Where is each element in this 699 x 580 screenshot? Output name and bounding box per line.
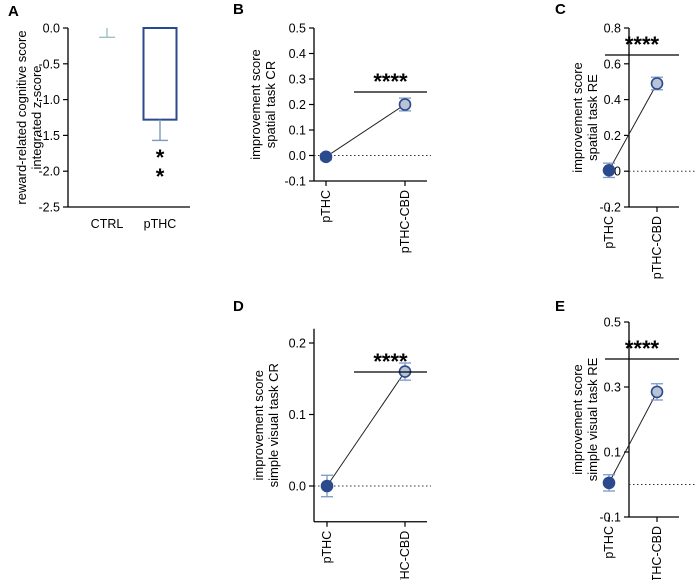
y-axis-label: simple visual task CR [266, 363, 281, 487]
series-line [608, 391, 658, 484]
y-axis-label: improvement score [570, 62, 585, 173]
y-axis-label: improvement score [248, 49, 263, 160]
y-axis-label: spatial task CR [263, 61, 278, 148]
y-tick-label: 0.4 [604, 93, 621, 107]
y-axis-label: integrated z-score [29, 65, 44, 169]
x-tick-label: pTHC [602, 526, 616, 559]
y-axis-label: improvement score [251, 370, 266, 481]
significance-marker: **** [373, 349, 408, 374]
y-tick-label: -0.1 [284, 175, 306, 189]
y-tick-label: -2.0 [38, 165, 60, 179]
y-tick-label: 0.2 [289, 98, 306, 112]
panel-letter: E [555, 298, 565, 315]
x-tick-label: pTHC-CBD [650, 526, 664, 580]
panel-e: E 0.5 0.3 0.1 -0.1 improvement score simple vi… [555, 298, 697, 580]
x-tick-label: pTHC [319, 190, 333, 223]
y-axis-label: simple visual task RE [585, 357, 600, 481]
y-tick-label: -2.5 [38, 201, 60, 215]
data-point-pthc [319, 150, 333, 164]
significance-marker: **** [625, 336, 660, 361]
y-tick-label: 0.5 [289, 22, 306, 36]
data-point-pthc-cbd [398, 98, 412, 111]
panel-d: D 0.2 0.1 0.0 improvement score simple visual… [233, 298, 431, 580]
y-tick-label: 0.1 [289, 124, 306, 138]
x-tick-label: pTHC [320, 531, 334, 564]
significance-marker: **** [625, 32, 660, 57]
y-tick-label: -0.1 [599, 511, 621, 525]
x-tick-label: pTHC-CBD [398, 531, 412, 580]
data-point-pthc [320, 479, 334, 493]
series-line [326, 371, 406, 487]
y-tick-label: 0.0 [289, 480, 306, 494]
x-tick-label: pTHC [144, 217, 177, 231]
y-tick-label: 0.2 [604, 129, 621, 143]
panel-a: A 0.0 -0.5 -1.0 -1.5 -2.0 -2.5 reward-related c… [8, 3, 190, 231]
y-axis-label: improvement score [570, 364, 585, 475]
series-line [325, 104, 406, 158]
y-tick-label: -0.5 [38, 57, 60, 71]
y-tick-label: 0.1 [289, 408, 306, 422]
significance-marker: **** [373, 69, 408, 94]
y-axis-label: spatial task RE [585, 74, 600, 161]
data-point-pthc [602, 164, 616, 177]
data-point-pthc-cbd [650, 385, 664, 399]
y-tick-label: 0.1 [604, 446, 621, 460]
y-tick-label: 0.3 [289, 73, 306, 87]
y-tick-label: 0.8 [604, 22, 621, 36]
bar-pthc [142, 27, 178, 121]
data-point-pthc [602, 476, 616, 490]
y-tick-label: 0.0 [43, 22, 60, 36]
series-line [608, 83, 658, 171]
panel-letter: D [233, 298, 244, 315]
y-axis-label: reward-related cognitive score [14, 30, 29, 204]
x-tick-label: pTHC [602, 216, 616, 249]
y-tick-label: -0.2 [599, 201, 621, 215]
y-tick-label: 0.3 [604, 381, 621, 395]
significance-marker: * [156, 164, 165, 189]
panel-b: B 0.5 0.4 0.3 0.2 0.1 0.0 -0.1 improvement score… [233, 1, 431, 253]
y-tick-label: -1.5 [38, 129, 60, 143]
y-tick-label: -1.0 [38, 93, 60, 107]
x-tick-label: CTRL [91, 217, 124, 231]
y-tick-label: 0.4 [289, 47, 306, 61]
y-tick-label: 0.2 [289, 337, 306, 351]
panel-letter: B [233, 1, 244, 18]
y-tick-label: 0.5 [604, 316, 621, 330]
y-tick-label: 0.6 [604, 57, 621, 71]
panel-letter: A [8, 3, 19, 20]
data-point-pthc-cbd [650, 77, 664, 90]
y-tick-label: 0.0 [289, 149, 306, 163]
x-tick-label: pTHC-CBD [650, 216, 664, 279]
x-tick-label: pTHC-CBD [398, 190, 412, 253]
panel-letter: C [555, 1, 566, 18]
significance-marker: * [156, 145, 165, 170]
